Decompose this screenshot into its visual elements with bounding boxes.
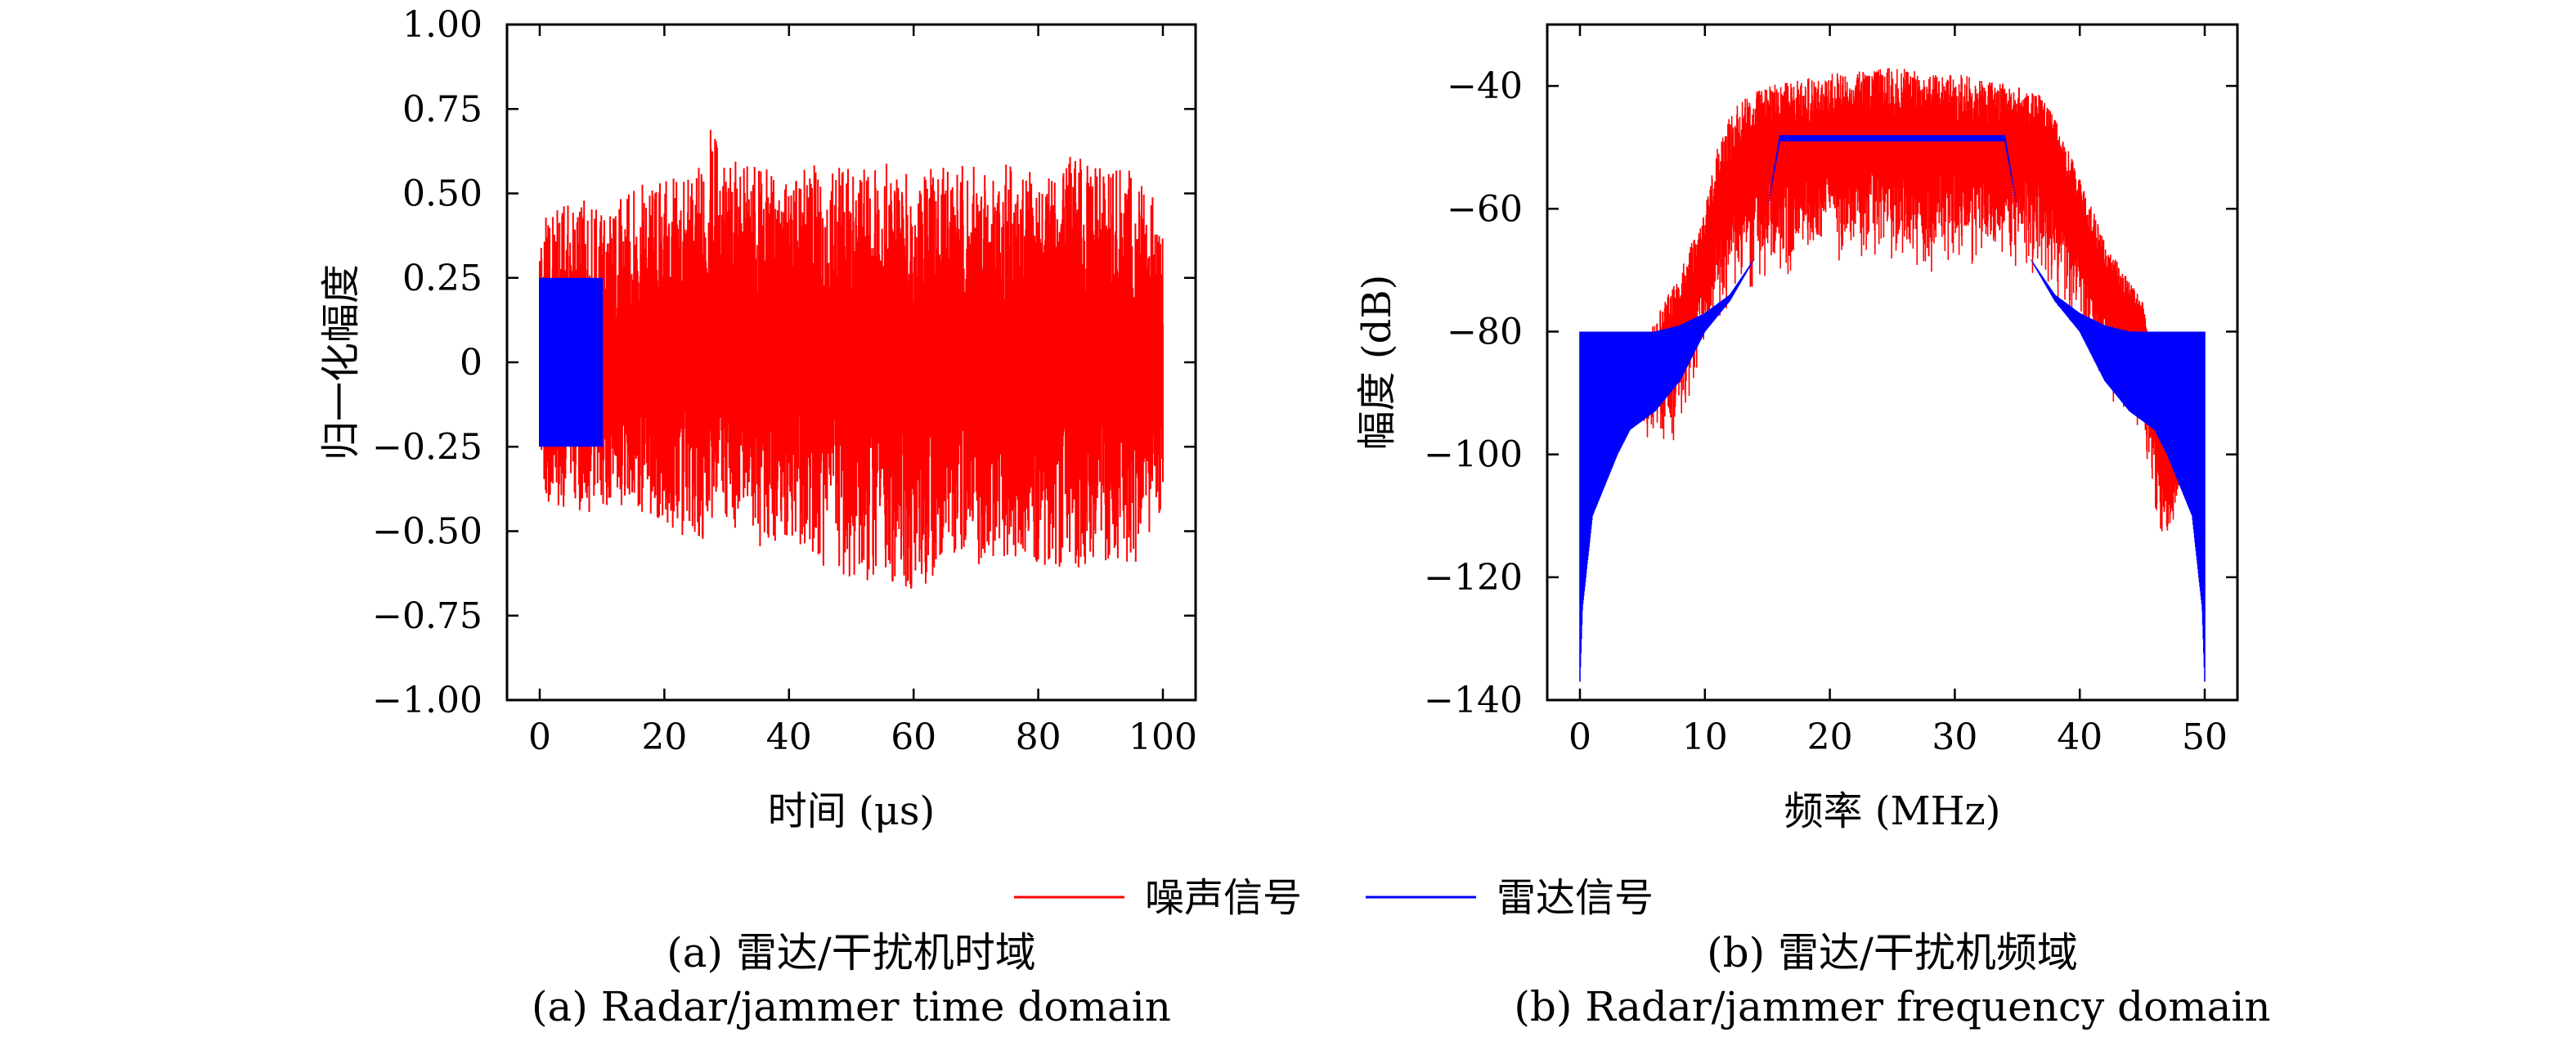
time-domain-y-tick-label: 0.75: [402, 88, 482, 130]
time-domain-y-tick-label: 1.00: [402, 4, 482, 46]
frequency-domain-y-tick-label: −60: [1447, 188, 1523, 230]
frequency-domain-x-tick-label: 20: [1807, 716, 1853, 758]
time-domain-x-tick-label: 80: [1016, 716, 1061, 758]
frequency-domain-x-tick-label: 0: [1568, 716, 1591, 758]
time-domain-y-tick-label: 0: [460, 342, 482, 384]
time-domain-x-tick-label: 0: [528, 716, 551, 758]
time-domain-x-tick-label: 20: [641, 716, 687, 758]
frequency-domain-y-tick-label: −140: [1424, 680, 1523, 721]
time-domain-y-tick-label: −0.25: [372, 426, 482, 468]
time-domain-x-tick-label: 40: [766, 716, 812, 758]
time-domain-series-radar: [539, 277, 604, 447]
time-domain-y-axis-label: 归一化幅度: [318, 264, 364, 460]
time-domain-x-axis-label: 时间 (μs): [768, 788, 936, 834]
frequency-domain-x-tick-label: 50: [2182, 716, 2228, 758]
frequency-domain-y-tick-label: −40: [1447, 65, 1523, 107]
frequency-domain-x-tick-label: 10: [1682, 716, 1728, 758]
legend: 噪声信号 雷达信号: [1014, 875, 1654, 921]
frequency-domain-series-radar: [1579, 135, 2206, 682]
time-domain-y-tick-label: 0.50: [402, 173, 482, 215]
time-domain-y-tick-label: −0.75: [372, 595, 482, 637]
legend-item-noise: 噪声信号: [1014, 875, 1302, 921]
time-domain-series: [539, 129, 1164, 589]
time-domain-chart: 0 20 40 60 80 100 1.00 0.75 0.50 0.25 0 −0.25 −0.50 −…: [318, 4, 1197, 834]
frequency-domain-ticks: 0 10 20 30 40 50 −40 −60 −80 −100 −120 −140: [1424, 25, 2237, 758]
legend-label-noise: 噪声信号: [1145, 875, 1302, 921]
caption-left-chinese: (a) 雷达/干扰机时域: [666, 929, 1036, 976]
time-domain-x-tick-label: 100: [1129, 716, 1197, 758]
legend-item-radar: 雷达信号: [1366, 875, 1654, 921]
frequency-domain-y-tick-label: −100: [1424, 434, 1523, 476]
frequency-domain-x-axis-label: 频率 (MHz): [1784, 788, 2000, 834]
caption-right-chinese: (b) 雷达/干扰机频域: [1707, 929, 2078, 976]
frequency-domain-x-tick-label: 30: [1932, 716, 1977, 758]
frequency-domain-x-tick-label: 40: [2057, 716, 2103, 758]
caption-left-english: (a) Radar/jammer time domain: [532, 983, 1171, 1030]
frequency-domain-series: [1579, 68, 2206, 682]
time-domain-ticks: 0 20 40 60 80 100 1.00 0.75 0.50 0.25 0 −0.25 −0.50 −…: [372, 4, 1197, 758]
frequency-domain-plot-frame: [1546, 23, 2239, 702]
frequency-domain-y-tick-label: −80: [1447, 311, 1523, 352]
time-domain-y-tick-label: −0.50: [372, 511, 482, 553]
time-domain-y-tick-label: −1.00: [372, 680, 482, 721]
caption-right-english: (b) Radar/jammer frequency domain: [1514, 983, 2270, 1030]
legend-label-radar: 雷达信号: [1497, 875, 1654, 921]
frequency-domain-y-axis-label: 幅度 (dB): [1354, 275, 1400, 451]
time-domain-x-tick-label: 60: [891, 716, 936, 758]
time-domain-y-tick-label: 0.25: [402, 258, 482, 299]
frequency-domain-y-tick-label: −120: [1424, 557, 1523, 599]
time-domain-series-noise: [539, 129, 1164, 589]
frequency-domain-chart: 0 10 20 30 40 50 −40 −60 −80 −100 −120 −140 频率 (MHz…: [1354, 23, 2239, 834]
